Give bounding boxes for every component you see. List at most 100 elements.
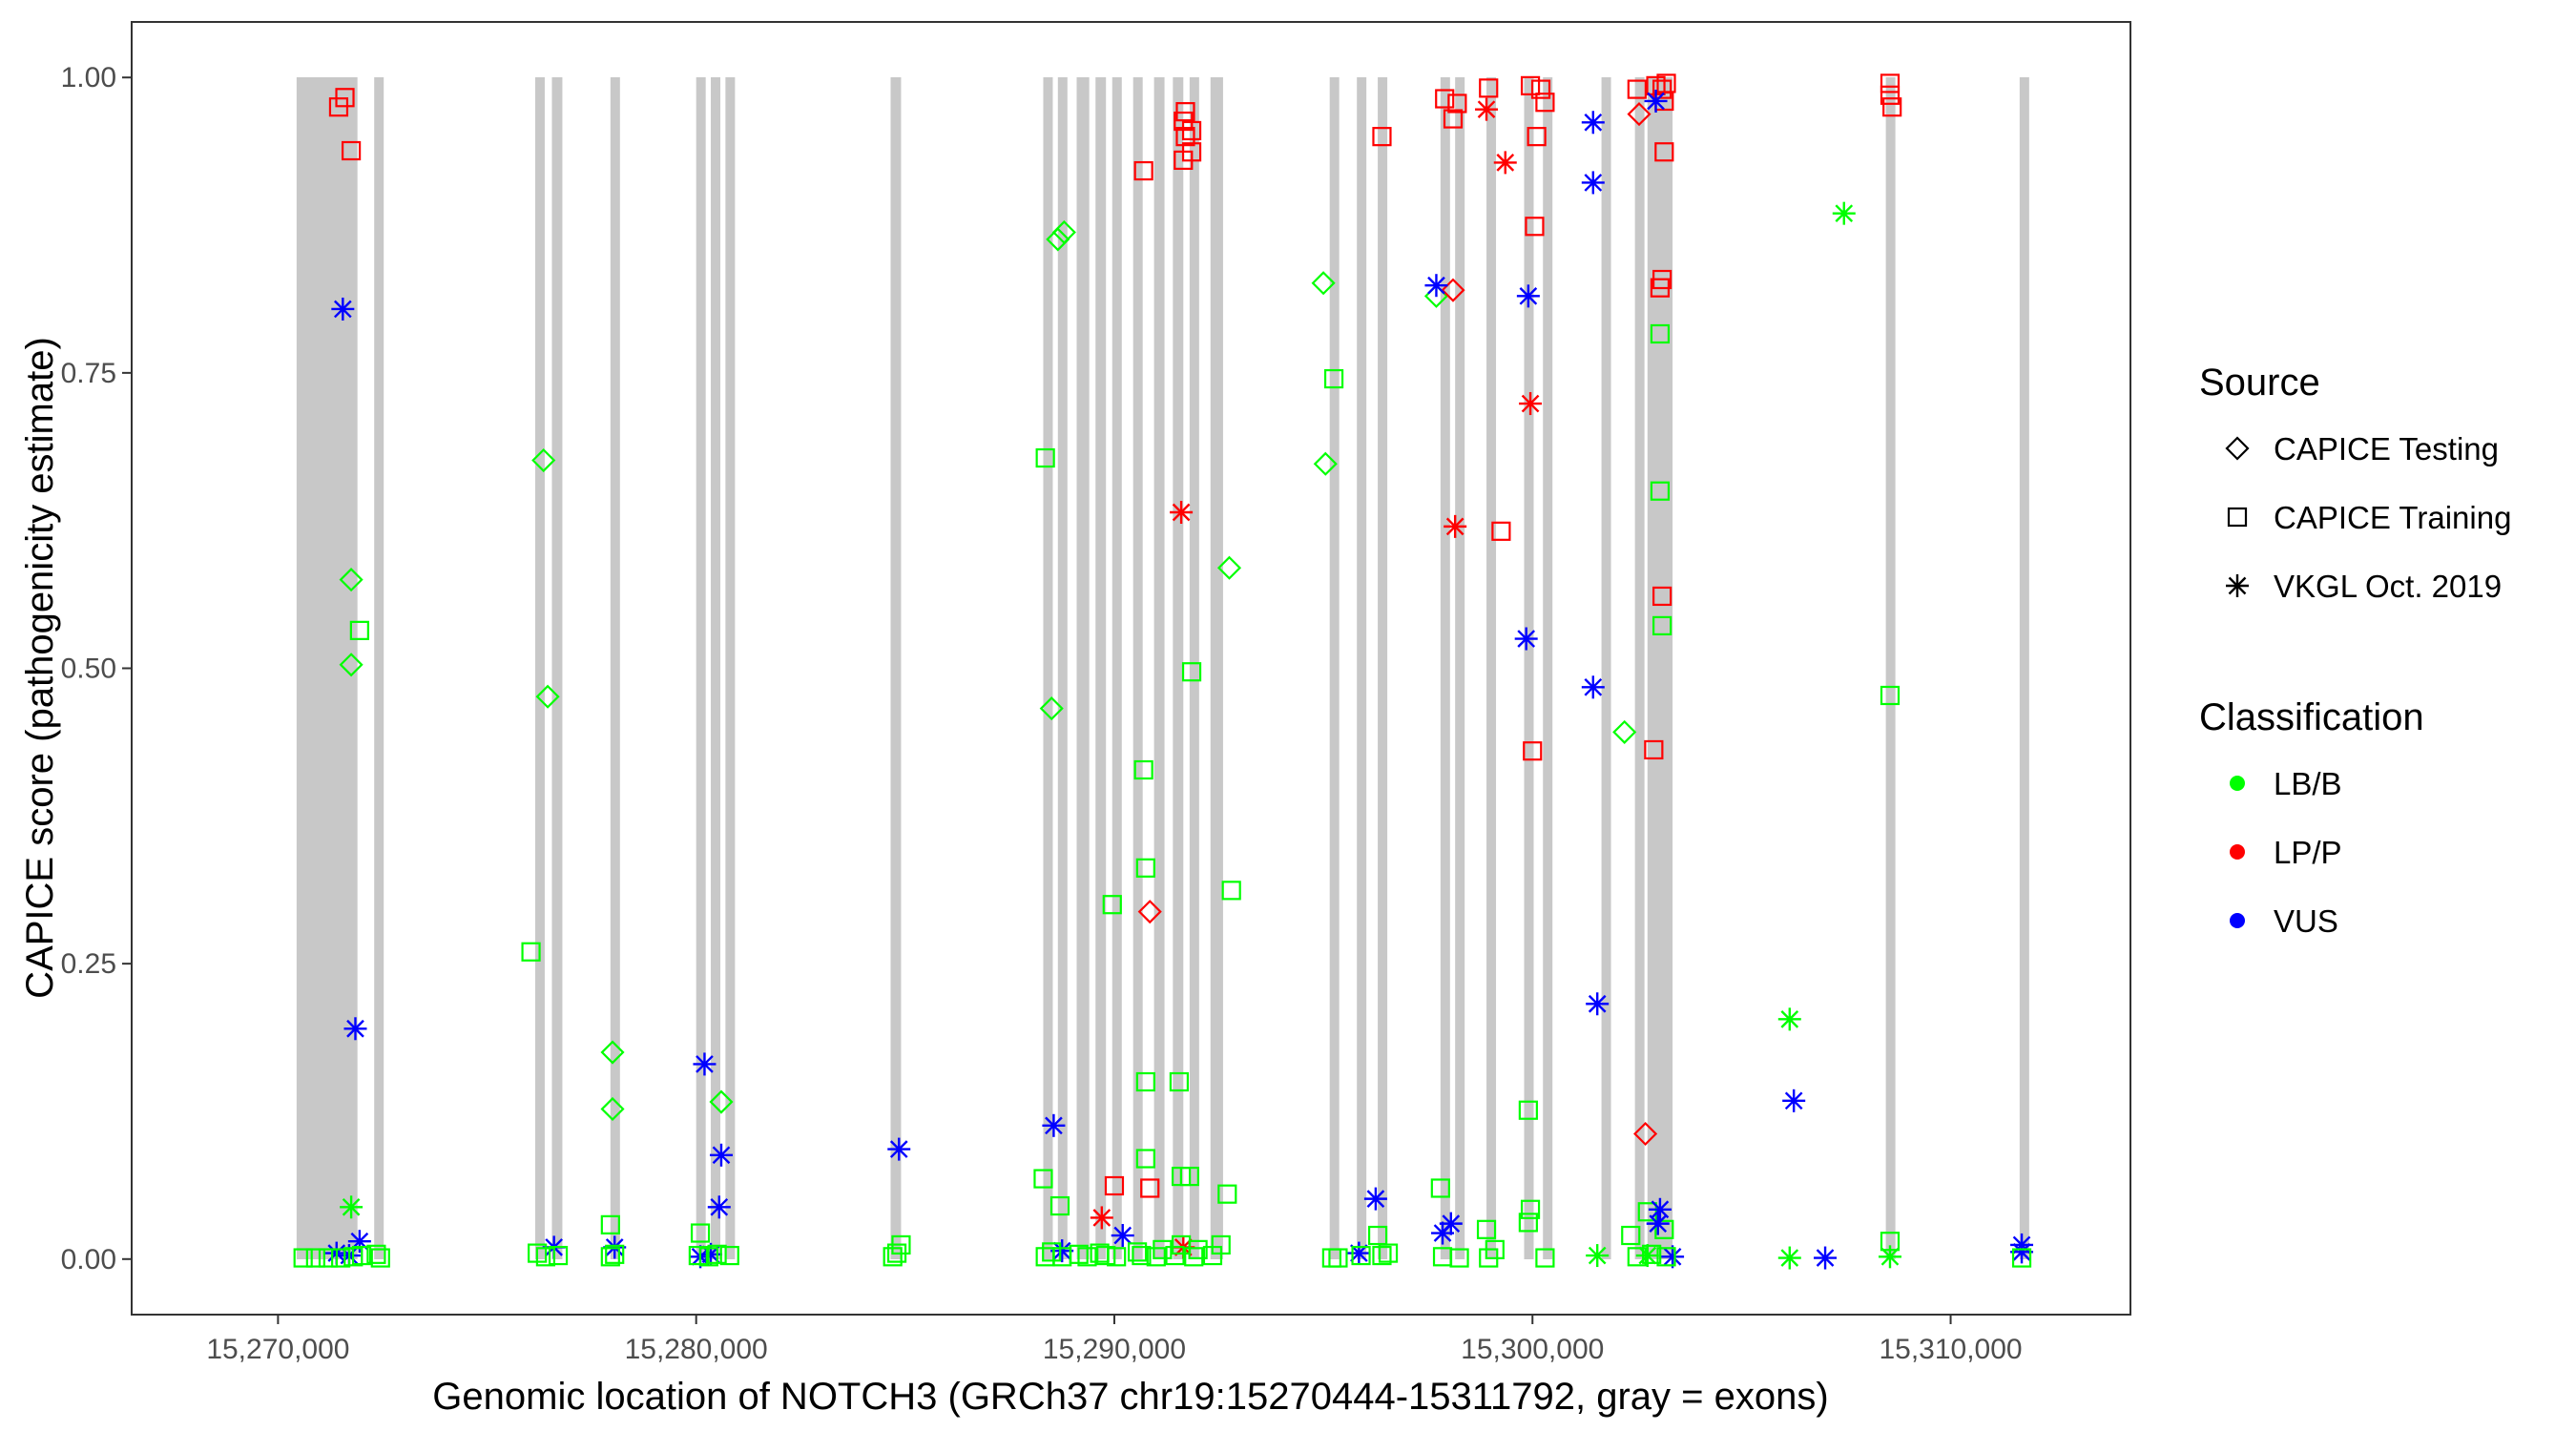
marker-capice-training — [1652, 269, 1672, 290]
marker-capice-training — [1880, 73, 1901, 93]
marker-vkgl — [1444, 514, 1467, 538]
marker-vkgl — [340, 1195, 364, 1219]
marker-vkgl — [1777, 1246, 1801, 1270]
marker-capice-training — [1181, 662, 1202, 682]
marker-capice-training — [1650, 481, 1671, 501]
legend-title: Classification — [2199, 696, 2424, 738]
marker-vkgl — [887, 1137, 911, 1161]
marker-capice-testing — [339, 653, 364, 677]
exon-band — [1601, 77, 1611, 1259]
marker-capice-training — [1650, 323, 1671, 344]
marker-capice-training — [1435, 89, 1455, 109]
marker-capice-training — [1153, 1239, 1173, 1259]
marker-capice-training — [1491, 521, 1511, 541]
marker-vkgl — [1646, 1212, 1670, 1235]
marker-vkgl — [1514, 627, 1538, 651]
marker-capice-testing — [1441, 278, 1465, 302]
exon-band — [2019, 77, 2029, 1259]
marker-capice-training — [535, 1247, 556, 1267]
exon-band — [1189, 77, 1199, 1259]
marker-capice-training — [305, 1248, 325, 1268]
x-tick-label: 15,310,000 — [1879, 1334, 2022, 1365]
marker-vkgl — [1586, 1244, 1610, 1268]
y-tick-label: 0.00 — [61, 1244, 116, 1275]
marker-capice-training — [891, 1234, 911, 1255]
marker-capice-training — [1372, 1245, 1392, 1266]
marker-capice-testing — [1627, 102, 1652, 127]
marker-capice-training — [1644, 739, 1664, 760]
marker-capice-training — [1520, 1199, 1541, 1219]
marker-capice-training — [688, 1245, 708, 1266]
marker-capice-training — [1323, 368, 1344, 389]
marker-capice-training — [1523, 741, 1543, 761]
marker-capice-training — [293, 1248, 313, 1268]
marker-vkgl — [1648, 1197, 1672, 1221]
marker-capice-training — [1621, 1225, 1641, 1246]
marker-vkgl — [1439, 1212, 1463, 1235]
plot-panel-border — [131, 21, 2131, 1316]
marker-capice-training — [1221, 881, 1241, 901]
marker-capice-training — [1880, 85, 1901, 105]
exon-band — [1210, 77, 1223, 1259]
marker-capice-training — [1174, 150, 1194, 171]
marker-capice-testing — [1216, 555, 1242, 580]
y-tick-label: 0.75 — [61, 358, 116, 389]
marker-capice-testing — [1311, 271, 1336, 296]
marker-vkgl — [331, 297, 355, 321]
marker-capice-training — [341, 140, 362, 161]
marker-capice-testing — [600, 1096, 625, 1122]
exon-band — [696, 77, 706, 1259]
marker-capice-training — [1096, 1245, 1116, 1266]
exon-band — [1111, 77, 1122, 1259]
marker-capice-training — [1049, 1195, 1070, 1216]
exon-band — [1634, 77, 1645, 1259]
marker-capice-training — [1133, 759, 1153, 780]
exon-band — [1043, 77, 1053, 1259]
legend-title: Source — [2199, 362, 2320, 404]
marker-capice-testing — [1633, 1121, 1658, 1147]
x-tick-label: 15,280,000 — [625, 1334, 768, 1365]
marker-vkgl — [1519, 392, 1543, 416]
marker-capice-testing — [1612, 719, 1637, 744]
marker-capice-training — [2011, 1248, 2032, 1268]
exon-band — [1057, 77, 1068, 1259]
marker-vkgl — [693, 1052, 717, 1076]
marker-capice-training — [1518, 1100, 1538, 1120]
marker-capice-training — [1485, 1239, 1505, 1259]
exon-band — [1524, 77, 1534, 1259]
marker-capice-training — [1882, 97, 1902, 117]
marker-capice-training — [1165, 1245, 1185, 1266]
marker-capice-training — [1479, 78, 1499, 98]
marker-capice-training — [1042, 1242, 1062, 1262]
marker-capice-training — [1169, 1071, 1190, 1092]
marker-capice-training — [1367, 1225, 1388, 1246]
marker-capice-training — [1518, 1213, 1538, 1233]
marker-capice-training — [1181, 120, 1202, 141]
marker-capice-testing — [339, 568, 364, 592]
marker-vkgl — [1475, 97, 1499, 121]
marker-capice-training — [1535, 93, 1555, 113]
marker-vkgl — [1042, 1113, 1066, 1137]
marker-capice-training — [1443, 109, 1464, 129]
marker-capice-training — [1535, 1248, 1555, 1268]
marker-capice-training — [1135, 1071, 1155, 1092]
marker-capice-training — [690, 1223, 711, 1243]
marker-capice-training — [1077, 1247, 1097, 1267]
marker-capice-training — [521, 942, 541, 962]
marker-vkgl — [1170, 501, 1194, 525]
marker-capice-training — [349, 620, 369, 640]
legend: Source CAPICE Testing CAPICE Training VKGL … — [2199, 362, 2511, 939]
marker-capice-training — [1184, 1247, 1204, 1267]
x-axis-title: Genomic location of NOTCH3 (GRCh37 chr19… — [432, 1376, 1828, 1418]
marker-capice-training — [1104, 1175, 1125, 1196]
marker-vkgl — [1782, 1089, 1806, 1112]
exon-bands — [296, 77, 2029, 1259]
legend-label: LP/P — [2274, 835, 2342, 870]
marker-vkgl — [1493, 151, 1517, 175]
marker-capice-training — [1107, 1247, 1127, 1267]
exon-band — [1486, 77, 1497, 1259]
marker-capice-training — [707, 1244, 727, 1264]
y-tick-label: 1.00 — [61, 62, 116, 93]
marker-capice-training — [719, 1245, 739, 1266]
